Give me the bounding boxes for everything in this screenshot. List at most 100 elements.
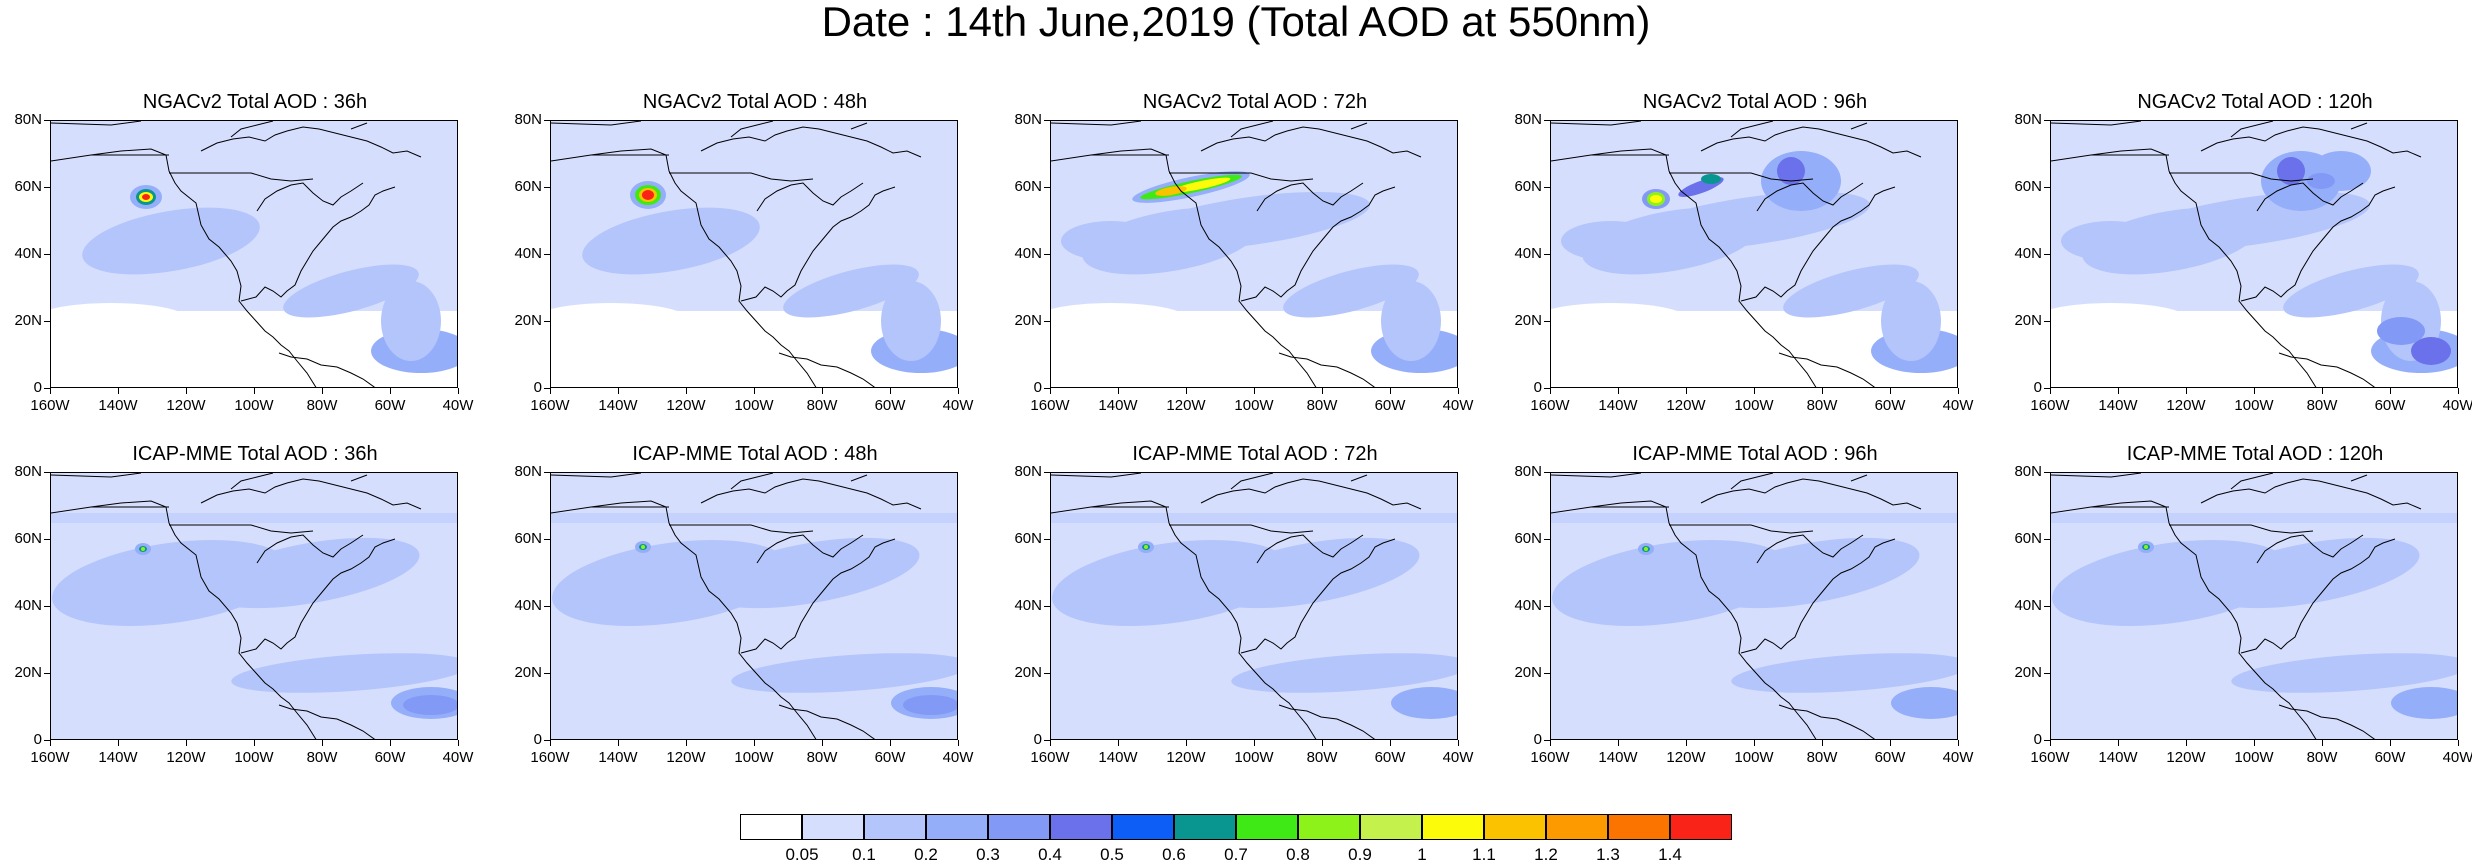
colorbar-swatch bbox=[1174, 814, 1236, 840]
y-tick-label: 0 bbox=[33, 731, 42, 748]
y-tick bbox=[544, 472, 550, 473]
x-tick-label: 140W bbox=[98, 397, 138, 414]
x-tick bbox=[1686, 740, 1687, 746]
x-tick bbox=[754, 388, 755, 394]
x-tick-label: 60W bbox=[1874, 397, 1906, 414]
y-tick bbox=[544, 740, 550, 741]
x-tick-label: 160W bbox=[1530, 397, 1570, 414]
x-tick bbox=[1322, 740, 1323, 746]
y-tick bbox=[44, 539, 50, 540]
y-tick-label: 0 bbox=[1033, 379, 1042, 396]
y-tick-label: 60N bbox=[1014, 178, 1042, 195]
y-tick-label: 80N bbox=[1014, 111, 1042, 128]
x-tick bbox=[686, 740, 687, 746]
colorbar-swatch bbox=[1422, 814, 1484, 840]
x-tick-label: 140W bbox=[1598, 397, 1638, 414]
y-tick-label: 80N bbox=[514, 111, 542, 128]
x-tick bbox=[458, 740, 459, 746]
x-tick-label: 160W bbox=[30, 397, 70, 414]
x-tick bbox=[550, 740, 551, 746]
map-panel: NGACv2 Total AOD : 48h 80N 60N 40N 20N 0 160W 1… bbox=[500, 90, 1000, 430]
x-tick bbox=[1322, 388, 1323, 394]
panel-title: ICAP-MME Total AOD : 120h bbox=[2126, 443, 2384, 465]
x-tick bbox=[2118, 388, 2119, 394]
x-tick-label: 160W bbox=[1530, 749, 1570, 766]
x-tick bbox=[390, 388, 391, 394]
colorbar-swatch bbox=[1670, 814, 1732, 840]
y-tick bbox=[544, 606, 550, 607]
x-tick-label: 140W bbox=[598, 749, 638, 766]
colorbar-label: 1 bbox=[1417, 845, 1427, 864]
x-tick bbox=[2186, 740, 2187, 746]
x-tick bbox=[2390, 388, 2391, 394]
x-tick bbox=[1186, 388, 1187, 394]
x-tick bbox=[1118, 388, 1119, 394]
x-tick bbox=[322, 740, 323, 746]
colorbar-swatch bbox=[1298, 814, 1360, 840]
y-tick bbox=[544, 321, 550, 322]
aod-field bbox=[1051, 121, 1457, 387]
map-panel: ICAP-MME Total AOD : 96h 80N 60N 40N 20N 0 160… bbox=[1500, 442, 2000, 782]
x-tick-label: 60W bbox=[374, 397, 406, 414]
x-tick bbox=[2322, 740, 2323, 746]
y-tick-label: 40N bbox=[14, 245, 42, 262]
x-tick-label: 80W bbox=[306, 397, 338, 414]
x-tick-label: 160W bbox=[2030, 749, 2070, 766]
y-tick-label: 60N bbox=[1014, 530, 1042, 547]
aod-map bbox=[550, 120, 958, 388]
y-tick bbox=[44, 120, 50, 121]
aod-field bbox=[1551, 121, 1957, 387]
y-tick-label: 80N bbox=[1514, 463, 1542, 480]
x-tick-label: 80W bbox=[1806, 397, 1838, 414]
colorbar-swatch bbox=[740, 814, 802, 840]
x-tick bbox=[1822, 388, 1823, 394]
x-tick-label: 40W bbox=[442, 749, 474, 766]
y-tick-label: 20N bbox=[14, 312, 42, 329]
panel-title: ICAP-MME Total AOD : 72h bbox=[1132, 443, 1378, 465]
aod-map bbox=[2050, 472, 2458, 740]
y-tick-label: 0 bbox=[33, 379, 42, 396]
x-tick bbox=[754, 740, 755, 746]
x-tick-label: 140W bbox=[1598, 749, 1638, 766]
aod-map bbox=[550, 472, 958, 740]
aod-field bbox=[2051, 473, 2457, 739]
x-tick bbox=[2254, 388, 2255, 394]
y-tick-label: 20N bbox=[2014, 312, 2042, 329]
colorbar-label: 1.1 bbox=[1472, 845, 1496, 864]
y-tick-label: 60N bbox=[1514, 178, 1542, 195]
x-tick bbox=[1890, 740, 1891, 746]
colorbar-swatch bbox=[864, 814, 926, 840]
x-tick bbox=[1754, 388, 1755, 394]
x-tick bbox=[1186, 740, 1187, 746]
colorbar-label: 0.4 bbox=[1038, 845, 1062, 864]
main-title: Date : 14th June,2019 (Total AOD at 550n… bbox=[821, 0, 1651, 45]
aod-map bbox=[50, 120, 458, 388]
x-tick-label: 60W bbox=[1874, 749, 1906, 766]
x-tick-label: 100W bbox=[1234, 397, 1274, 414]
x-tick bbox=[2254, 740, 2255, 746]
y-tick-label: 20N bbox=[2014, 664, 2042, 681]
colorbar-swatch bbox=[1112, 814, 1174, 840]
x-tick-label: 100W bbox=[1734, 749, 1774, 766]
y-tick bbox=[544, 120, 550, 121]
y-tick bbox=[1044, 673, 1050, 674]
x-tick-label: 100W bbox=[234, 749, 274, 766]
y-tick-label: 20N bbox=[1014, 312, 1042, 329]
x-tick bbox=[390, 740, 391, 746]
y-tick bbox=[1544, 254, 1550, 255]
x-tick-label: 140W bbox=[2098, 397, 2138, 414]
x-tick-label: 40W bbox=[1442, 397, 1474, 414]
map-panel: NGACv2 Total AOD : 120h 80N 60N 40N 20N 0 160W… bbox=[2000, 90, 2472, 430]
y-tick bbox=[2044, 606, 2050, 607]
aod-map bbox=[50, 472, 458, 740]
y-tick bbox=[2044, 187, 2050, 188]
x-tick bbox=[254, 740, 255, 746]
x-tick bbox=[822, 740, 823, 746]
x-tick-label: 100W bbox=[734, 749, 774, 766]
colorbar-swatch bbox=[802, 814, 864, 840]
x-tick-label: 160W bbox=[530, 749, 570, 766]
aod-map bbox=[1050, 472, 1458, 740]
y-tick bbox=[44, 187, 50, 188]
x-tick bbox=[958, 740, 959, 746]
